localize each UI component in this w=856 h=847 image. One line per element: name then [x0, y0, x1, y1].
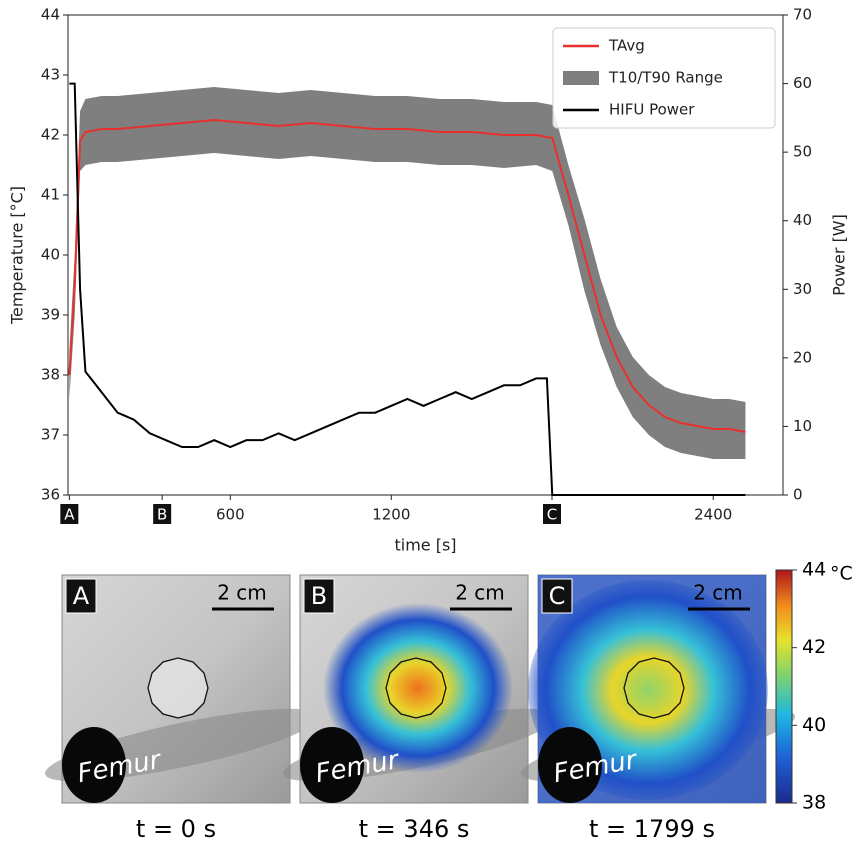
- series-line: [68, 118, 746, 433]
- panel-label: C: [549, 582, 566, 610]
- x-tick-label: A: [64, 506, 75, 524]
- y2-tick-label: 60: [793, 74, 812, 92]
- panel-label-box: [303, 578, 335, 614]
- scale-label: 2 cm: [217, 581, 267, 605]
- y-axis-label: Temperature [°C]: [8, 186, 27, 325]
- colorbar-tick-label: 38: [802, 792, 826, 814]
- colorbar-unit: °C: [830, 563, 853, 585]
- plot: 36 37 38 39 40 41 42 43 44 0 10 20 30 40 50 60 70 A B 600 12…: [8, 6, 849, 555]
- colorbar-tick-label: 42: [802, 636, 826, 658]
- panel-caption: t = 346 s: [359, 815, 470, 843]
- y2-tick-label: 20: [793, 348, 812, 366]
- target-region: [147, 657, 209, 719]
- femur: [62, 727, 126, 803]
- x-tick-label: 2400: [694, 506, 732, 524]
- x-tick-label: 1200: [372, 506, 410, 524]
- femur: [300, 727, 364, 803]
- y2-tick-label: 0: [793, 486, 803, 504]
- y-tick-label: 38: [41, 366, 60, 384]
- y2-tick-label: 40: [793, 211, 812, 229]
- y-tick-label: 43: [41, 66, 60, 84]
- legend-swatch: [563, 71, 599, 85]
- legend-label: TAvg: [608, 37, 645, 55]
- x-tick-box: [60, 504, 79, 524]
- y2-axis-label: Power [W]: [830, 214, 849, 296]
- target-region: [385, 657, 447, 719]
- x-tick-label: 600: [216, 506, 245, 524]
- y-tick-label: 36: [41, 486, 60, 504]
- y-tick-label: 37: [41, 426, 60, 444]
- y-tick-label: 44: [41, 6, 60, 24]
- y2-tick-label: 10: [793, 417, 812, 435]
- y2-tick-label: 70: [793, 6, 812, 24]
- panel-label-box: [541, 578, 573, 614]
- panel-caption: t = 1799 s: [589, 815, 715, 843]
- series-line: [69, 82, 746, 496]
- legend-label: T10/T90 Range: [608, 69, 723, 87]
- heat-region: [323, 603, 513, 773]
- legend-box: [552, 27, 776, 129]
- x-tick-box: [543, 504, 561, 524]
- y-tick-label: 41: [41, 186, 60, 204]
- colorbar-tick-label: 40: [802, 714, 826, 736]
- y-tick-label: 40: [41, 246, 60, 264]
- panel-label-box: [65, 578, 97, 614]
- range-band: [69, 87, 746, 459]
- x-tick-label: B: [157, 506, 167, 524]
- scale-label: 2 cm: [693, 581, 743, 605]
- scale-label: 2 cm: [455, 581, 505, 605]
- panel-label: A: [73, 582, 90, 610]
- x-axis-label: time [s]: [394, 536, 456, 555]
- colorbar: [775, 569, 793, 804]
- x-tick-label: C: [547, 506, 557, 524]
- y2-tick-label: 50: [793, 143, 812, 161]
- femur: [538, 727, 602, 803]
- legend-label: HIFU Power: [609, 101, 695, 119]
- y2-tick-label: 30: [793, 280, 812, 298]
- panel-caption: t = 0 s: [136, 815, 216, 843]
- panel-label: B: [311, 582, 327, 610]
- y-tick-label: 39: [41, 306, 60, 324]
- colorbar-tick-label: 44: [802, 559, 826, 581]
- y-tick-label: 42: [41, 126, 60, 144]
- target-region: [623, 657, 685, 719]
- x-tick-box: [153, 504, 172, 524]
